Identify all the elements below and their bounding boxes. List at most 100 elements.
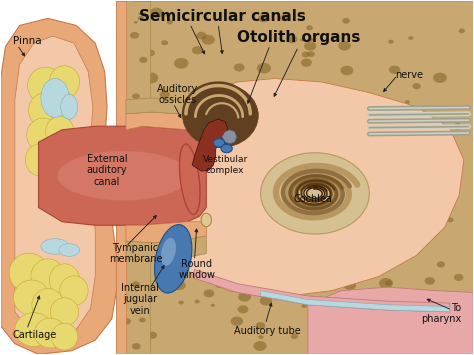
- Circle shape: [139, 57, 147, 63]
- Ellipse shape: [31, 259, 65, 294]
- Circle shape: [192, 46, 203, 54]
- Circle shape: [313, 234, 325, 244]
- Circle shape: [173, 280, 186, 290]
- Text: Otolith organs: Otolith organs: [237, 30, 360, 45]
- Circle shape: [433, 73, 447, 83]
- Circle shape: [338, 41, 351, 50]
- Polygon shape: [261, 291, 450, 312]
- Text: To
pharynx: To pharynx: [421, 303, 462, 324]
- Circle shape: [304, 178, 311, 183]
- Circle shape: [300, 38, 304, 42]
- Circle shape: [179, 301, 184, 305]
- Circle shape: [331, 324, 340, 331]
- Ellipse shape: [49, 66, 80, 98]
- Circle shape: [261, 153, 369, 234]
- Circle shape: [405, 100, 410, 104]
- Ellipse shape: [161, 238, 176, 266]
- Ellipse shape: [60, 276, 88, 306]
- Circle shape: [389, 66, 401, 74]
- Circle shape: [213, 138, 225, 147]
- Circle shape: [139, 175, 145, 179]
- Circle shape: [384, 102, 393, 108]
- Circle shape: [447, 217, 454, 222]
- Circle shape: [139, 318, 146, 322]
- Polygon shape: [126, 236, 206, 261]
- Circle shape: [258, 15, 268, 22]
- Circle shape: [442, 162, 455, 171]
- Ellipse shape: [27, 67, 64, 104]
- Circle shape: [378, 313, 388, 320]
- Ellipse shape: [28, 93, 63, 128]
- Circle shape: [134, 21, 137, 24]
- Ellipse shape: [180, 144, 200, 214]
- Ellipse shape: [15, 313, 53, 346]
- Polygon shape: [126, 98, 206, 119]
- Circle shape: [196, 32, 207, 39]
- Circle shape: [209, 278, 217, 284]
- Circle shape: [120, 237, 127, 242]
- Circle shape: [291, 334, 298, 339]
- Circle shape: [132, 126, 136, 129]
- Circle shape: [132, 93, 140, 99]
- Circle shape: [199, 113, 204, 117]
- Circle shape: [132, 281, 140, 287]
- Circle shape: [143, 124, 149, 128]
- Circle shape: [215, 280, 225, 288]
- Text: Semicircular canals: Semicircular canals: [139, 9, 306, 24]
- Circle shape: [402, 338, 413, 346]
- Circle shape: [322, 218, 330, 224]
- Circle shape: [340, 66, 353, 75]
- Circle shape: [254, 341, 266, 351]
- Circle shape: [175, 120, 189, 130]
- Ellipse shape: [51, 323, 78, 350]
- Circle shape: [348, 271, 358, 279]
- Circle shape: [460, 293, 472, 302]
- Circle shape: [302, 51, 310, 58]
- Circle shape: [425, 277, 435, 285]
- Circle shape: [344, 281, 356, 290]
- Ellipse shape: [41, 78, 69, 118]
- Circle shape: [141, 221, 146, 224]
- Circle shape: [260, 296, 272, 306]
- Circle shape: [128, 172, 132, 175]
- Text: Internal
jugular
vein: Internal jugular vein: [121, 283, 159, 316]
- Circle shape: [239, 100, 253, 110]
- Text: Auditory tube: Auditory tube: [234, 326, 301, 336]
- Circle shape: [126, 209, 136, 216]
- Ellipse shape: [32, 289, 64, 321]
- Polygon shape: [117, 1, 126, 354]
- Circle shape: [234, 64, 245, 71]
- Circle shape: [116, 32, 125, 39]
- Ellipse shape: [201, 213, 211, 226]
- Circle shape: [194, 300, 200, 303]
- Circle shape: [308, 91, 322, 101]
- Polygon shape: [175, 78, 464, 298]
- Circle shape: [143, 248, 151, 254]
- Circle shape: [146, 49, 155, 56]
- Circle shape: [437, 261, 445, 267]
- Circle shape: [138, 238, 141, 241]
- Polygon shape: [194, 269, 450, 312]
- Ellipse shape: [46, 116, 74, 147]
- Text: Auditory
ossicles: Auditory ossicles: [157, 83, 199, 105]
- Circle shape: [193, 196, 207, 206]
- Text: Cartilage: Cartilage: [12, 330, 57, 340]
- Ellipse shape: [155, 225, 192, 293]
- Circle shape: [207, 87, 212, 91]
- Circle shape: [301, 304, 307, 308]
- Circle shape: [152, 204, 164, 214]
- Circle shape: [237, 102, 246, 109]
- Ellipse shape: [42, 137, 68, 171]
- Circle shape: [133, 199, 136, 201]
- Circle shape: [211, 304, 215, 307]
- Ellipse shape: [50, 298, 79, 326]
- Circle shape: [138, 12, 141, 15]
- Ellipse shape: [25, 143, 56, 176]
- Circle shape: [401, 298, 410, 305]
- Circle shape: [121, 159, 129, 165]
- Circle shape: [130, 32, 139, 39]
- Circle shape: [279, 264, 288, 270]
- Polygon shape: [126, 222, 206, 243]
- Circle shape: [355, 254, 364, 262]
- Circle shape: [147, 332, 157, 339]
